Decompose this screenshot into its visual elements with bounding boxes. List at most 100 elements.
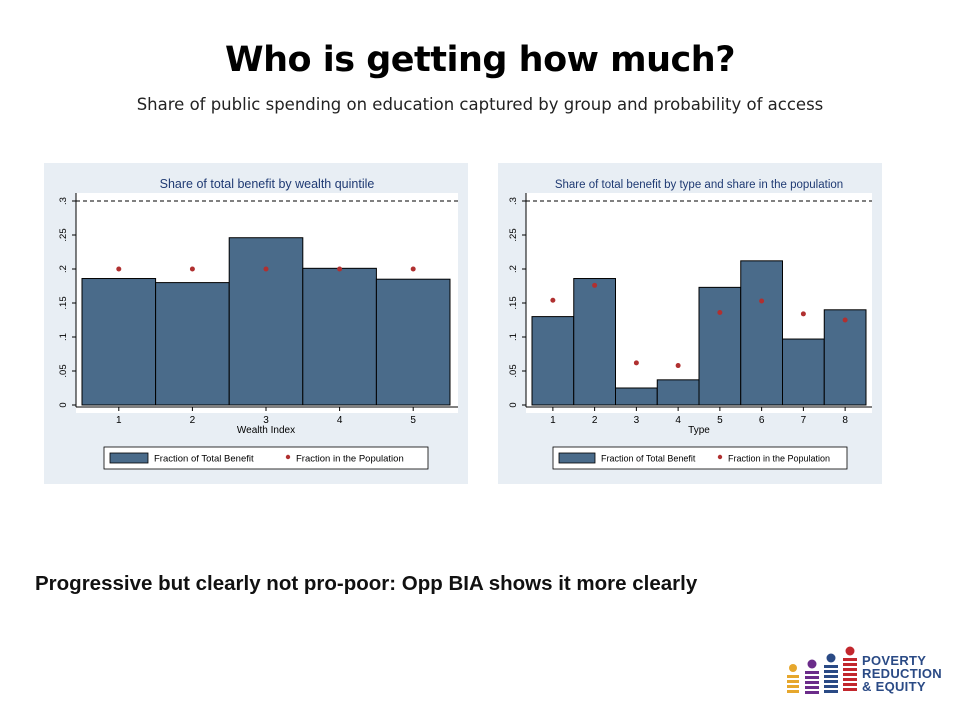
y-tick-label: .25 [58,228,69,241]
logo-figure-bar [843,663,857,666]
x-tick-label: 2 [190,415,196,426]
logo-figure-bar [787,680,799,683]
logo-figure-bar [843,668,857,671]
logo-figure-bar [824,690,838,693]
bar [782,338,825,406]
y-tick-label: .25 [508,228,519,241]
population-marker [842,317,848,323]
logo-line: Reduction [862,666,942,681]
y-tick-label: .05 [58,364,69,377]
slide-title: Who is getting how much? [224,40,736,80]
x-tick-label: 1 [116,415,122,426]
bar [155,282,230,406]
logo-wordmark: Poverty Reduction & Equity [862,654,942,693]
bar-chart: Share of total benefit by wealth quintil… [58,177,458,470]
logo-figure-bar [805,676,819,679]
x-tick-label: 5 [410,415,416,426]
population-marker [633,360,639,366]
x-axis-label: Wealth Index [237,425,295,436]
logo-figure-bar [787,690,799,693]
logo-figure-bar [805,681,819,684]
legend-marker-swatch [717,454,723,460]
logo-figure-head [845,646,855,656]
legend-box [103,446,429,470]
x-tick-label: 8 [842,415,848,426]
bar [698,286,742,406]
logo-figure-bar [843,683,857,686]
bar-chart: Share of total benefit by type and share… [508,179,872,470]
population-marker [189,266,195,272]
bar [656,379,700,406]
chart-panel-type: Share of total benefit by type and share… [498,163,882,484]
logo-figure-bar [824,670,838,673]
people-bars-logo-icon [787,646,857,694]
logo-line: & Equity [862,679,926,694]
bar [531,316,575,406]
bar [228,237,304,406]
logo-figure-head [826,653,836,663]
slide-subtitle: Share of public spending on education ca… [136,95,824,114]
legend-bar-swatch [109,452,149,464]
x-tick-label: 4 [675,415,681,426]
x-tick-label: 6 [759,415,765,426]
legend-label: Fraction of Total Benefit [154,454,254,465]
bar [81,278,157,406]
bar [375,278,451,406]
bar [823,309,867,406]
y-tick-label: .1 [508,333,519,341]
population-marker [675,363,681,369]
x-tick-label: 2 [592,415,598,426]
population-marker [717,310,723,316]
logo-figure-bar [824,675,838,678]
y-tick-label: .15 [58,296,69,309]
population-marker [410,266,416,272]
legend-box [552,446,848,470]
logo-line: Poverty [862,653,927,668]
x-tick-label: 3 [634,415,640,426]
y-tick-label: .1 [58,333,69,341]
bar [573,278,616,406]
population-marker [116,266,122,272]
chart-title: Share of total benefit by wealth quintil… [160,177,375,191]
population-marker [759,298,765,304]
bar [302,267,377,406]
logo-figure-bar [805,686,819,689]
bar [740,260,783,406]
x-tick-label: 5 [717,415,723,426]
y-tick-label: .2 [508,265,519,273]
logo-figure-bar [787,685,799,688]
logo-figure-bar [843,688,857,691]
x-axis-label: Type [688,425,710,436]
logo-figure-bar [843,678,857,681]
x-tick-label: 7 [801,415,807,426]
logo-figure-bar [805,691,819,694]
legend-marker-swatch [285,454,291,460]
logo-figure-bar [843,673,857,676]
legend-bar-swatch [558,452,596,464]
logo-figure-bar [805,671,819,674]
legend-label: Fraction of Total Benefit [601,454,696,464]
legend-label: Fraction in the Population [728,454,830,464]
chart-title: Share of total benefit by type and share… [555,179,843,191]
chart-panel-wealth-quintile: Share of total benefit by wealth quintil… [44,163,468,484]
logo-figure-head [789,664,797,672]
legend-label: Fraction in the Population [296,454,404,465]
logo-figure-bar [824,665,838,668]
population-marker [263,266,269,272]
x-tick-label: 3 [263,415,269,426]
y-tick-label: 0 [58,402,69,407]
population-marker [592,282,598,288]
x-tick-label: 4 [337,415,343,426]
y-tick-label: .3 [508,197,519,205]
y-tick-label: .05 [508,364,519,377]
logo-figure-bar [787,675,799,678]
bar [615,387,658,406]
population-marker [337,266,343,272]
y-tick-label: 0 [508,402,519,407]
logo-figure-head [807,659,817,669]
y-tick-label: .15 [508,296,519,309]
y-tick-label: .2 [58,265,69,273]
population-marker [550,297,556,303]
logo-figure-bar [824,680,838,683]
population-marker [800,311,806,317]
